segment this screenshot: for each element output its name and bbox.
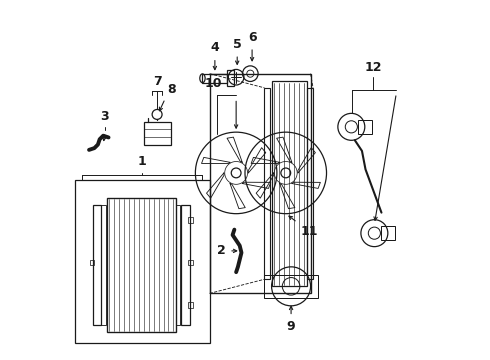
Bar — [107, 198, 176, 332]
Bar — [264, 275, 318, 298]
Bar — [358, 120, 372, 134]
Bar — [210, 74, 311, 293]
Bar — [202, 74, 227, 82]
Text: 2: 2 — [217, 244, 225, 257]
Bar — [307, 88, 313, 279]
Text: 1: 1 — [138, 154, 147, 168]
Text: 6: 6 — [248, 31, 256, 44]
Bar — [265, 88, 270, 279]
Bar — [271, 81, 307, 286]
Bar — [188, 217, 193, 222]
Text: 7: 7 — [153, 75, 162, 88]
Bar — [90, 260, 94, 265]
Bar — [188, 260, 193, 265]
Text: 8: 8 — [168, 83, 176, 96]
Text: 11: 11 — [301, 225, 318, 238]
Bar — [188, 302, 193, 307]
Bar — [176, 205, 180, 325]
Text: 4: 4 — [211, 41, 219, 54]
Bar — [227, 70, 234, 86]
Text: 9: 9 — [287, 320, 295, 333]
Text: 12: 12 — [365, 61, 382, 74]
Bar — [381, 226, 395, 240]
Bar — [181, 205, 190, 325]
Text: 10: 10 — [204, 77, 222, 90]
Bar — [144, 122, 171, 145]
Bar — [101, 205, 106, 325]
Bar — [75, 180, 210, 343]
Bar — [93, 205, 101, 325]
Text: 3: 3 — [100, 110, 109, 123]
Text: 5: 5 — [233, 38, 242, 51]
